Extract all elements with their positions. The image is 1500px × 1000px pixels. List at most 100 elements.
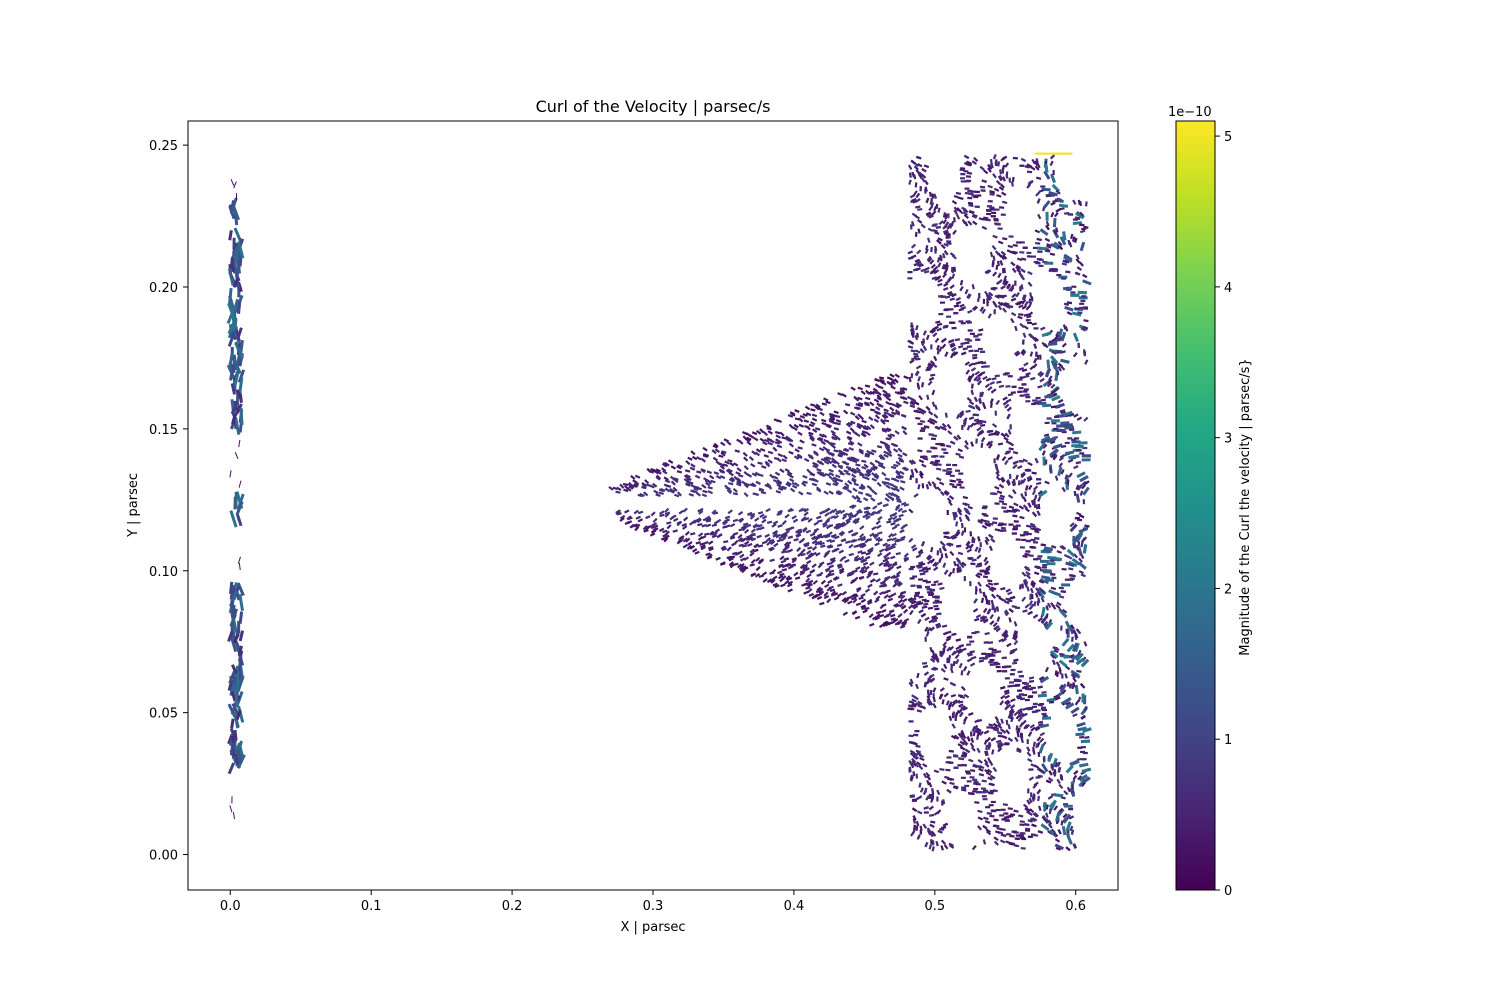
vector-arrow bbox=[991, 388, 997, 394]
vector-arrow bbox=[963, 693, 970, 699]
vector-arrow bbox=[930, 795, 935, 801]
vector-arrow bbox=[947, 654, 952, 661]
vector-arrow bbox=[1046, 602, 1052, 609]
vector-arrow bbox=[815, 535, 821, 541]
vector-arrow bbox=[873, 398, 880, 403]
vector-arrow bbox=[1081, 480, 1087, 486]
vector-arrow bbox=[953, 217, 956, 223]
vector-arrow bbox=[943, 663, 948, 670]
vector-arrow bbox=[1022, 609, 1028, 613]
vector-arrow bbox=[925, 197, 930, 204]
vector-arrow bbox=[902, 608, 909, 614]
vector-arrow bbox=[977, 380, 982, 386]
vector-arrow bbox=[628, 485, 634, 490]
vector-arrow bbox=[967, 220, 973, 226]
vector-arrow bbox=[985, 583, 991, 589]
vector-arrow bbox=[915, 683, 919, 690]
vector-arrow bbox=[1050, 383, 1056, 389]
vector-arrow bbox=[707, 490, 714, 495]
vector-arrow bbox=[864, 538, 870, 544]
vector-arrow bbox=[232, 358, 242, 375]
vector-arrow bbox=[235, 501, 244, 516]
vector-arrow bbox=[969, 543, 974, 549]
vector-arrow bbox=[818, 447, 825, 452]
vector-arrow bbox=[871, 449, 877, 453]
vector-arrow bbox=[807, 552, 814, 558]
vector-arrow bbox=[683, 516, 689, 522]
vector-arrow bbox=[806, 468, 812, 474]
vector-arrow bbox=[897, 598, 904, 604]
vector-arrow bbox=[1038, 579, 1045, 584]
vector-arrow bbox=[960, 306, 967, 310]
vector-arrow bbox=[968, 712, 974, 716]
vector-arrow bbox=[858, 415, 865, 421]
vector-arrow bbox=[865, 551, 871, 556]
vector-arrow bbox=[868, 416, 874, 421]
vector-arrow bbox=[737, 510, 744, 516]
vector-arrow bbox=[860, 535, 867, 541]
vector-arrow bbox=[930, 373, 936, 377]
vector-arrow bbox=[957, 551, 964, 556]
vector-arrow bbox=[1030, 376, 1036, 381]
vector-arrow bbox=[1005, 450, 1012, 454]
vector-arrow bbox=[1054, 843, 1064, 851]
vector-arrow bbox=[952, 660, 956, 667]
vector-arrow bbox=[924, 425, 930, 429]
vector-arrow bbox=[909, 474, 913, 481]
vector-arrow bbox=[1060, 590, 1066, 593]
vector-arrow bbox=[883, 408, 889, 413]
vector-arrow bbox=[869, 390, 875, 395]
vector-arrow bbox=[995, 453, 1000, 460]
vector-arrow bbox=[1066, 643, 1075, 653]
vector-arrow bbox=[974, 727, 980, 733]
vector-arrow bbox=[1047, 378, 1053, 385]
vector-arrow bbox=[899, 591, 906, 596]
vector-arrow bbox=[788, 450, 794, 455]
vector-arrow bbox=[753, 548, 759, 553]
vector-arrow bbox=[982, 575, 989, 579]
vector-arrow bbox=[1004, 689, 1010, 694]
vector-arrow bbox=[989, 613, 994, 620]
vector-arrow bbox=[1027, 180, 1033, 186]
vector-arrow bbox=[851, 504, 857, 510]
vector-arrow bbox=[843, 447, 850, 452]
vector-arrow bbox=[945, 444, 952, 448]
vector-arrow bbox=[699, 542, 705, 546]
vector-arrow bbox=[886, 520, 892, 524]
vector-arrow bbox=[816, 573, 822, 577]
vector-arrow bbox=[1037, 693, 1047, 698]
vector-arrow bbox=[883, 411, 889, 415]
vector-arrow bbox=[750, 572, 756, 578]
vector-arrow bbox=[1078, 514, 1085, 519]
vector-arrow bbox=[972, 361, 979, 366]
vector-arrow bbox=[1015, 474, 1019, 481]
vector-arrow bbox=[1038, 805, 1042, 812]
vector-arrow bbox=[809, 436, 815, 442]
vector-arrow bbox=[1000, 694, 1006, 700]
vector-arrow bbox=[1028, 676, 1035, 680]
vector-arrow bbox=[850, 593, 856, 599]
vector-arrow bbox=[732, 551, 738, 556]
vector-arrow bbox=[850, 386, 856, 391]
vector-arrow bbox=[1002, 400, 1009, 406]
vector-arrow bbox=[909, 404, 916, 409]
vector-arrow bbox=[723, 540, 729, 544]
vector-arrow bbox=[1055, 603, 1061, 609]
vector-arrow bbox=[232, 633, 240, 644]
vector-arrow bbox=[762, 441, 768, 446]
vector-arrow bbox=[1034, 457, 1039, 464]
vector-arrow bbox=[729, 461, 735, 467]
vector-arrow bbox=[1077, 726, 1087, 732]
vector-arrow bbox=[892, 515, 898, 521]
vector-arrow bbox=[864, 555, 871, 560]
vector-arrow bbox=[1004, 459, 1009, 466]
vector-arrow bbox=[1030, 587, 1034, 594]
vector-arrow bbox=[971, 726, 976, 732]
vector-arrow bbox=[671, 514, 677, 520]
vector-arrow bbox=[915, 155, 922, 160]
vector-arrow bbox=[951, 273, 956, 280]
vector-arrow bbox=[1060, 410, 1066, 415]
vector-arrow bbox=[932, 332, 938, 338]
vector-arrow bbox=[934, 245, 938, 252]
vector-arrow bbox=[909, 194, 916, 199]
